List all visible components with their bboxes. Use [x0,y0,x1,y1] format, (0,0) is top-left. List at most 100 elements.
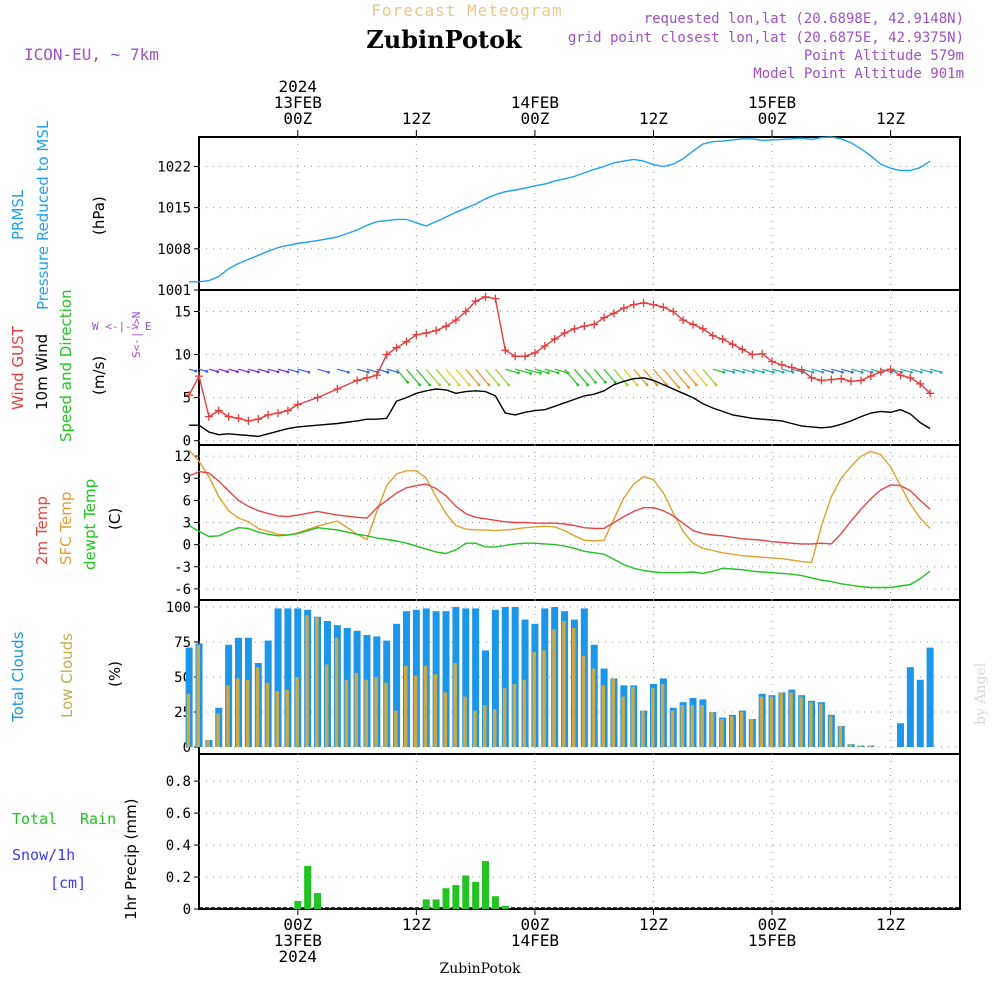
wind-arrow-head [811,370,815,374]
low-clouds-label: Low Clouds [58,633,76,718]
gust-marker [787,363,796,372]
gust-marker [442,322,450,331]
wind-direction-arrow [593,368,606,383]
wind-arrow-head [939,370,943,374]
wind-arrow-head [386,370,390,374]
low-cloud-bar [631,686,635,747]
gust-marker [293,400,302,409]
gust-marker [738,345,747,354]
wind-arrow-head [205,369,209,373]
t2m-label: 2m Temp [33,496,51,565]
wind-direction-arrow [653,368,668,386]
wind-direction-arrow [435,368,450,386]
low-cloud-bar [769,696,774,747]
wind-arrow-head [910,370,913,374]
gust-marker [372,371,381,380]
wind-ytick-label: 0 [183,434,191,450]
low-cloud-bar [433,674,438,747]
wind-arrow-head [752,370,755,374]
bottom-time-label: 12Z [402,915,431,934]
wind-direction-arrow [238,368,249,373]
gust-marker [353,376,362,385]
precip-frame [198,753,961,910]
low-cloud-bar [621,696,625,747]
wind-frame [198,289,961,446]
gust-marker [214,406,223,415]
rain-bar [501,905,509,909]
wind-direction-arrow [811,368,823,373]
bottom-time-label: 15FEB [748,931,796,950]
pressure-panel [189,136,931,283]
gust-marker [886,365,895,374]
wind-direction-arrow [573,368,589,386]
closest-coords: grid point closest lon,lat (20.6875E, 42… [568,30,964,46]
low-cloud-bar [690,705,694,747]
low-cloud-bar [315,616,319,747]
wind-direction-arrow [534,368,549,374]
wind-direction-arrow [494,368,510,386]
wind-arrow-head [860,370,864,374]
wind-panel [185,292,943,438]
top-title: Forecast Meteogram [371,1,562,20]
low-cloud-bar [334,637,339,747]
wind-arrow-head [346,370,350,374]
low-cloud-bar [374,677,378,747]
precip-panel [199,861,960,909]
wind-direction-arrow [613,368,628,386]
rain-bar [294,901,302,909]
low-cloud-bar [611,678,615,747]
total-cloud-bar [393,623,401,747]
low-cloud-bar [492,709,497,747]
wind-arrow-head [418,383,422,387]
wind-arrow-head [266,370,270,374]
gust-marker [511,352,520,361]
wind-arrow-head [603,380,607,384]
gust-marker [876,367,885,376]
temp-ytick-label: 0 [183,538,191,554]
sfc-label: SFC Temp [57,492,75,565]
wind-direction-arrow [415,368,431,386]
compass-we: W <-|-> E [92,320,152,333]
total-cloud-bar [462,608,470,747]
wind-direction-arrow [485,368,500,386]
gust-marker [718,335,727,344]
gust-marker [362,373,371,382]
low-cloud-bar [196,644,200,747]
gust-marker [629,300,638,309]
gust-marker [471,297,480,306]
total-cloud-bar [926,647,934,747]
clouds-ytick-label: 75 [174,635,191,651]
clouds-ytick-label: 100 [166,600,191,616]
wind-arrow-head [428,383,431,387]
low-cloud-bar [759,696,764,747]
wind-direction-arrow [277,368,289,373]
gust-marker [679,316,688,325]
temp-ytick-label: 6 [183,493,191,509]
low-cloud-bar [601,685,606,747]
top-time-label: 14FEB [511,93,559,112]
low-cloud-bar [324,664,329,747]
low-cloud-bar [818,703,823,747]
total-cloud-bar [906,667,914,747]
wind-arrow-head [327,370,330,374]
low-cloud-bar [394,710,398,747]
low-cloud-bar [660,684,665,747]
wind-arrow-head [539,372,542,375]
precip-total-label: Total [12,810,57,828]
wind-direction-arrow [515,368,531,375]
wind-unit: (m/s) [90,356,108,395]
low-cloud-bar [413,675,418,747]
gust-marker [866,372,875,381]
wind-arrow-head [655,383,659,387]
wind-arrow-head [677,386,681,389]
temp-frame [198,444,961,601]
wind-arrow-head [447,383,451,387]
gust-marker [896,371,905,380]
wind-gust-line [188,296,931,422]
gust-marker [926,389,935,398]
precip-ytick-label: 0.8 [166,774,191,790]
gust-marker [313,393,322,402]
total-clouds-label: Total Clouds [9,631,27,723]
wind-arrow-head [457,383,461,387]
pressure-line [189,136,931,283]
